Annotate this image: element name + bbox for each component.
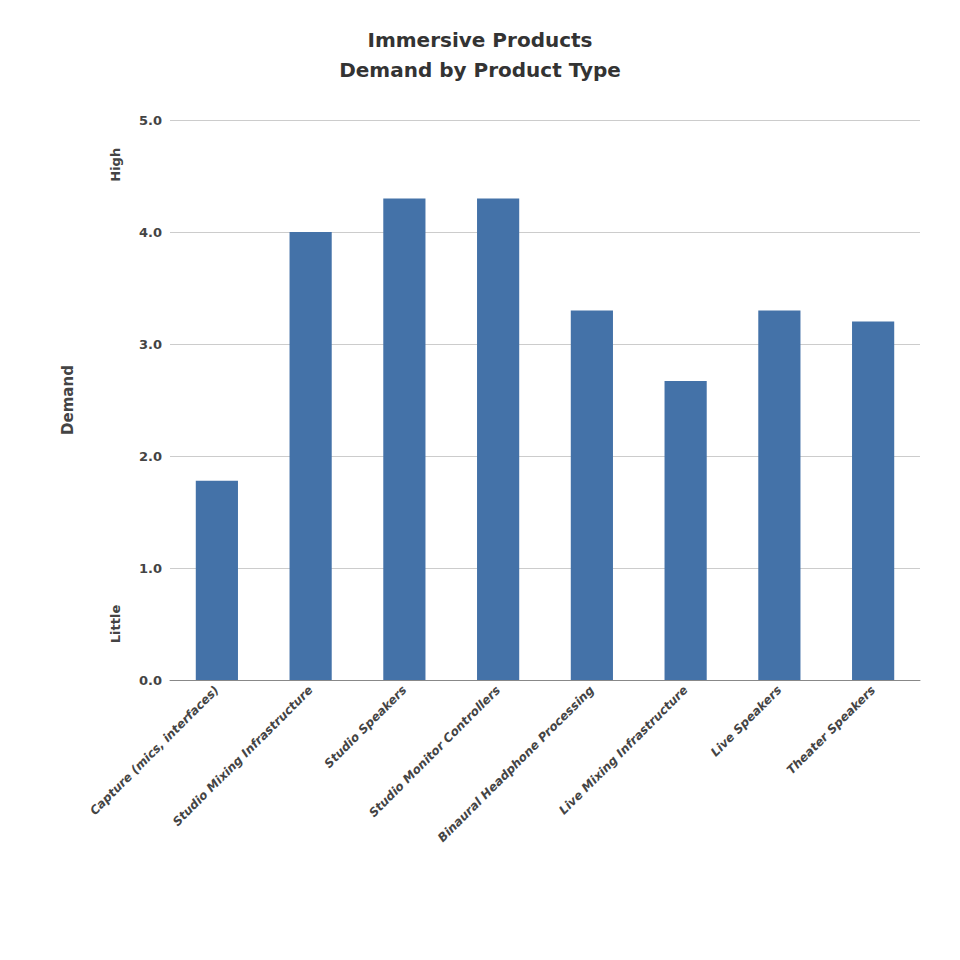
svg-text:Studio Mixing Infrastructure: Studio Mixing Infrastructure xyxy=(170,683,316,829)
svg-text:Binaural Headphone Processing: Binaural Headphone Processing xyxy=(435,683,597,845)
svg-text:Little: Little xyxy=(108,605,123,644)
svg-text:1.0: 1.0 xyxy=(139,561,162,576)
svg-text:Demand by Product Type: Demand by Product Type xyxy=(339,58,621,82)
svg-text:Capture (mics, interfaces): Capture (mics, interfaces) xyxy=(87,683,222,818)
svg-text:Live Speakers: Live Speakers xyxy=(708,683,784,759)
svg-text:0.0: 0.0 xyxy=(139,673,162,688)
svg-text:Demand: Demand xyxy=(59,365,77,435)
svg-text:Immersive Products: Immersive Products xyxy=(367,28,592,52)
svg-text:3.0: 3.0 xyxy=(139,337,162,352)
svg-text:Theater Speakers: Theater Speakers xyxy=(784,683,878,777)
svg-text:Live Mixing Infrastructure: Live Mixing Infrastructure xyxy=(556,683,690,817)
svg-text:4.0: 4.0 xyxy=(139,225,162,240)
svg-text:2.0: 2.0 xyxy=(139,449,162,464)
svg-text:High: High xyxy=(108,148,123,182)
svg-text:Studio Speakers: Studio Speakers xyxy=(322,683,410,771)
svg-text:Studio Monitor Controllers: Studio Monitor Controllers xyxy=(366,683,504,820)
svg-text:5.0: 5.0 xyxy=(139,113,162,128)
